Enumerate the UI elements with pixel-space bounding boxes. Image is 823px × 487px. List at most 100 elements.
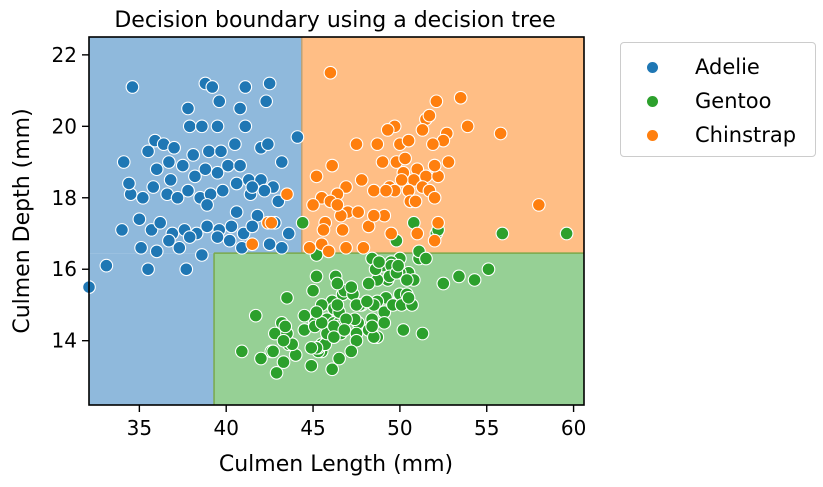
point-gentoo <box>276 355 291 369</box>
point-adelie <box>149 244 164 259</box>
point-adelie <box>182 230 197 244</box>
point-gentoo <box>325 362 340 377</box>
point-adelie <box>181 101 195 116</box>
point-adelie <box>115 223 129 237</box>
point-gentoo <box>330 276 345 291</box>
point-gentoo <box>344 344 359 359</box>
point-gentoo <box>391 258 406 273</box>
point-adelie <box>259 94 274 109</box>
point-chinstrap <box>351 205 366 219</box>
point-gentoo <box>297 308 312 323</box>
point-adelie <box>238 119 253 134</box>
point-adelie <box>228 137 242 152</box>
point-adelie <box>214 144 228 159</box>
point-chinstrap <box>394 173 409 187</box>
point-adelie <box>162 233 176 248</box>
point-adelie <box>215 183 230 198</box>
point-chinstrap <box>422 108 437 123</box>
legend: Adelie Gentoo Chinstrap <box>620 42 816 157</box>
point-adelie <box>229 176 244 191</box>
point-adelie <box>170 190 185 205</box>
x-tick-label: 45 <box>300 416 325 440</box>
y-axis-label: Culmen Depth (mm) <box>10 108 35 333</box>
point-chinstrap <box>356 240 371 255</box>
point-chinstrap <box>321 244 336 259</box>
point-adelie <box>261 137 275 152</box>
point-gentoo <box>361 276 376 291</box>
point-adelie <box>153 215 168 230</box>
point-chinstrap <box>441 155 456 169</box>
point-adelie <box>167 140 181 155</box>
point-adelie <box>262 237 277 252</box>
y-tick-label: 18 <box>52 186 77 210</box>
point-adelie <box>182 119 197 134</box>
point-adelie <box>281 226 296 241</box>
point-gentoo <box>559 226 574 241</box>
point-gentoo <box>254 351 268 366</box>
point-adelie <box>122 176 136 191</box>
point-adelie <box>274 240 289 255</box>
point-adelie <box>181 183 195 198</box>
point-chinstrap <box>429 94 444 109</box>
point-adelie <box>257 183 272 198</box>
data-points <box>82 65 574 380</box>
point-adelie <box>290 130 305 144</box>
point-adelie <box>201 144 216 159</box>
point-gentoo <box>467 273 482 287</box>
point-gentoo <box>399 273 414 287</box>
point-chinstrap <box>245 237 260 252</box>
point-chinstrap <box>408 194 423 209</box>
x-tick-label: 60 <box>561 416 586 440</box>
point-gentoo <box>266 344 280 359</box>
point-chinstrap <box>375 155 390 169</box>
point-adelie <box>186 148 201 162</box>
point-chinstrap <box>426 137 440 152</box>
legend-item-adelie: Adelie <box>621 53 815 83</box>
point-adelie <box>233 158 247 173</box>
point-gentoo <box>304 340 319 355</box>
point-adelie <box>149 162 164 177</box>
point-gentoo <box>280 290 294 305</box>
point-chinstrap <box>306 198 320 212</box>
point-adelie <box>238 80 253 94</box>
point-chinstrap <box>330 198 345 212</box>
point-gentoo <box>278 319 293 334</box>
point-adelie <box>245 219 260 234</box>
point-chinstrap <box>370 137 385 152</box>
y-tick-label: 16 <box>52 257 77 281</box>
point-chinstrap <box>302 240 317 255</box>
point-chinstrap <box>366 183 381 198</box>
point-adelie <box>134 240 148 255</box>
point-adelie <box>210 165 225 180</box>
point-adelie <box>141 262 155 277</box>
point-adelie <box>132 212 147 227</box>
point-chinstrap <box>380 123 395 137</box>
legend-marker-chinstrap <box>647 130 658 141</box>
point-chinstrap <box>354 173 369 187</box>
point-chinstrap <box>398 151 412 166</box>
point-adelie <box>188 169 202 184</box>
point-gentoo <box>327 330 341 344</box>
point-chinstrap <box>493 126 508 141</box>
point-chinstrap <box>280 187 294 202</box>
point-adelie <box>262 76 277 91</box>
point-adelie <box>212 94 227 109</box>
point-chinstrap <box>531 198 546 212</box>
point-adelie <box>195 119 209 134</box>
point-gentoo <box>304 358 319 373</box>
point-gentoo <box>309 305 324 319</box>
point-adelie <box>99 258 114 273</box>
point-chinstrap <box>339 240 353 255</box>
y-tick-label: 14 <box>52 329 77 353</box>
legend-item-gentoo: Gentoo <box>621 87 815 117</box>
y-axis: 14 16 18 20 22 <box>52 43 89 353</box>
point-gentoo <box>396 323 411 337</box>
legend-marker-adelie <box>647 62 658 73</box>
point-chinstrap <box>323 65 338 80</box>
legend-label-adelie: Adelie <box>695 55 760 79</box>
point-adelie <box>172 240 187 255</box>
point-adelie <box>195 248 209 262</box>
point-chinstrap <box>427 158 442 173</box>
point-gentoo <box>234 344 249 359</box>
